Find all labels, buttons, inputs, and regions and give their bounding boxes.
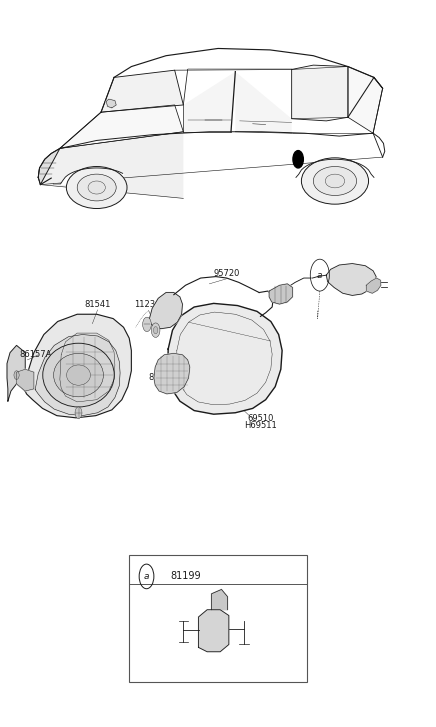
Text: a: a bbox=[144, 572, 149, 581]
Polygon shape bbox=[60, 105, 184, 148]
Circle shape bbox=[151, 323, 160, 337]
Polygon shape bbox=[60, 333, 115, 402]
Bar bbox=[129, 555, 307, 682]
Polygon shape bbox=[269, 284, 293, 304]
Polygon shape bbox=[149, 292, 183, 329]
Ellipse shape bbox=[67, 365, 90, 385]
Ellipse shape bbox=[301, 158, 368, 204]
Ellipse shape bbox=[66, 166, 127, 209]
Polygon shape bbox=[101, 71, 184, 112]
Ellipse shape bbox=[313, 166, 357, 196]
Text: 1123AC: 1123AC bbox=[135, 300, 167, 309]
Circle shape bbox=[75, 407, 82, 419]
Polygon shape bbox=[168, 303, 282, 414]
Polygon shape bbox=[154, 353, 190, 394]
Polygon shape bbox=[292, 65, 348, 121]
Polygon shape bbox=[211, 590, 228, 610]
Polygon shape bbox=[106, 99, 116, 108]
Polygon shape bbox=[38, 148, 60, 185]
Ellipse shape bbox=[77, 174, 116, 201]
Text: 69510: 69510 bbox=[247, 414, 274, 423]
Polygon shape bbox=[184, 72, 235, 132]
Polygon shape bbox=[38, 132, 184, 198]
Text: 95720: 95720 bbox=[214, 269, 240, 278]
Circle shape bbox=[143, 317, 151, 332]
Ellipse shape bbox=[43, 343, 114, 407]
Circle shape bbox=[293, 150, 303, 168]
Text: 81199: 81199 bbox=[170, 571, 201, 582]
Text: 81541: 81541 bbox=[85, 300, 111, 309]
Circle shape bbox=[14, 371, 19, 379]
Circle shape bbox=[153, 326, 158, 334]
Text: 81599: 81599 bbox=[149, 373, 175, 382]
Text: H69511: H69511 bbox=[244, 421, 277, 430]
Polygon shape bbox=[366, 278, 381, 293]
Polygon shape bbox=[326, 264, 376, 295]
Polygon shape bbox=[35, 334, 120, 416]
Polygon shape bbox=[25, 314, 131, 418]
Polygon shape bbox=[235, 72, 292, 133]
Polygon shape bbox=[17, 369, 34, 391]
Ellipse shape bbox=[325, 174, 345, 188]
Polygon shape bbox=[7, 345, 25, 401]
Text: a: a bbox=[317, 270, 323, 280]
Polygon shape bbox=[198, 610, 229, 651]
Polygon shape bbox=[348, 67, 383, 133]
Text: 86157A: 86157A bbox=[20, 350, 52, 359]
Ellipse shape bbox=[54, 353, 103, 397]
Ellipse shape bbox=[88, 181, 106, 194]
